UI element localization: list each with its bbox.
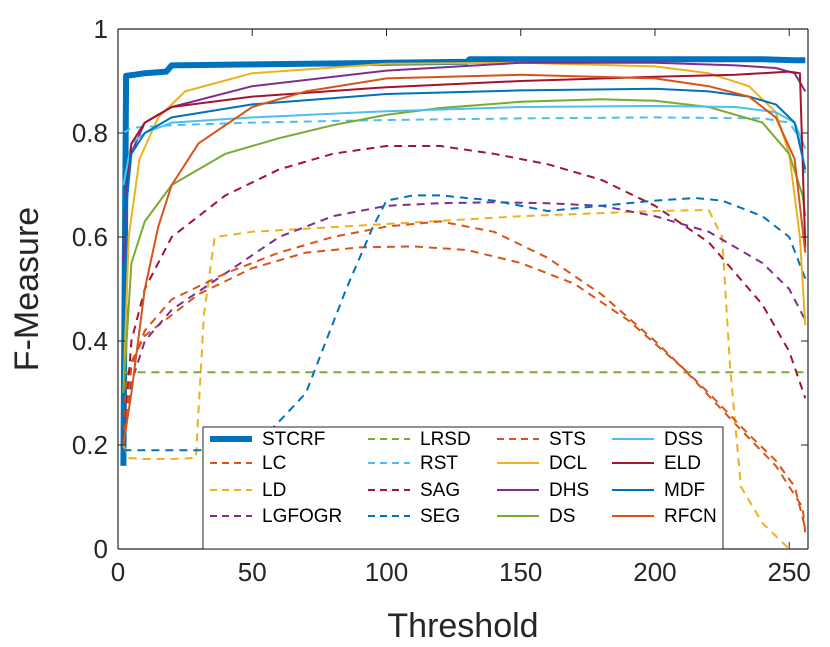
series-line-eld bbox=[122, 70, 807, 248]
legend: STCRF LC LD LGFOGR LRSD RST SAG SEG STS DCL DHS DS D… bbox=[202, 426, 724, 550]
legend-label-sag: SAG bbox=[420, 480, 460, 501]
series-line-sts bbox=[122, 220, 807, 529]
legend-label-rst: RST bbox=[420, 453, 458, 474]
ticks-layer: 0 50 100 150 200 250 0 0.2 0.4 0.6 0.8 1 bbox=[72, 14, 811, 587]
legend-label-rfcn: RFCN bbox=[664, 506, 717, 527]
legend-label-dss: DSS bbox=[664, 429, 703, 450]
x-tick-label: 150 bbox=[499, 557, 542, 587]
legend-label-ld: LD bbox=[262, 480, 286, 501]
x-tick-label: 50 bbox=[238, 557, 267, 587]
y-tick-label: 0 bbox=[94, 534, 108, 564]
legend-label-lgfogr: LGFOGR bbox=[262, 506, 342, 527]
series-line-rst bbox=[122, 116, 807, 175]
series-line-lc bbox=[122, 245, 807, 534]
legend-box bbox=[202, 426, 724, 550]
legend-label-sts: STS bbox=[549, 429, 586, 450]
y-tick-label: 0.4 bbox=[72, 326, 108, 356]
legend-label-seg: SEG bbox=[420, 506, 460, 527]
series-line-ld bbox=[122, 209, 790, 550]
y-tick-label: 0.8 bbox=[72, 118, 108, 148]
y-axis-title: F-Measure bbox=[8, 207, 46, 371]
legend-label-dcl: DCL bbox=[549, 453, 587, 474]
series-line-mdf bbox=[122, 87, 807, 238]
series-line-dhs bbox=[122, 61, 807, 264]
series-line-sag bbox=[122, 145, 807, 446]
series-layer bbox=[120, 56, 807, 550]
legend-label-ds: DS bbox=[549, 506, 575, 527]
x-tick-label: 0 bbox=[111, 557, 125, 587]
legend-label-mdf: MDF bbox=[664, 480, 705, 501]
x-tick-label: 200 bbox=[633, 557, 676, 587]
legend-label-stcrf: STCRF bbox=[262, 429, 325, 450]
legend-label-dhs: DHS bbox=[549, 480, 589, 501]
x-tick-label: 250 bbox=[768, 557, 811, 587]
y-tick-label: 0.6 bbox=[72, 222, 108, 252]
y-tick-label: 0.2 bbox=[72, 430, 108, 460]
legend-label-lc: LC bbox=[262, 453, 286, 474]
x-axis-title: Threshold bbox=[387, 607, 538, 645]
y-tick-label: 1 bbox=[94, 14, 108, 44]
legend-label-lrsd: LRSD bbox=[420, 429, 471, 450]
series-line-ds bbox=[122, 98, 807, 394]
x-tick-label: 100 bbox=[365, 557, 408, 587]
series-line-rfcn bbox=[122, 73, 807, 446]
series-line-stcrf bbox=[120, 56, 806, 466]
legend-label-eld: ELD bbox=[664, 453, 701, 474]
